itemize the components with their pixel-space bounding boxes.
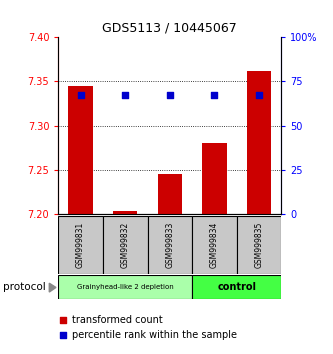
Point: [78, 92, 83, 98]
Point: [212, 92, 217, 98]
Text: transformed count: transformed count: [72, 315, 163, 325]
Text: Grainyhead-like 2 depletion: Grainyhead-like 2 depletion: [77, 284, 173, 290]
Point: [60, 332, 65, 337]
Bar: [158, 175, 182, 214]
FancyBboxPatch shape: [192, 275, 281, 299]
FancyBboxPatch shape: [148, 216, 192, 274]
Polygon shape: [49, 283, 56, 292]
Bar: [247, 71, 271, 214]
Bar: [113, 211, 138, 214]
Text: GSM999833: GSM999833: [165, 222, 174, 268]
Text: GSM999832: GSM999832: [121, 222, 130, 268]
FancyBboxPatch shape: [58, 216, 103, 274]
Title: GDS5113 / 10445067: GDS5113 / 10445067: [103, 22, 237, 35]
Text: percentile rank within the sample: percentile rank within the sample: [72, 330, 236, 339]
FancyBboxPatch shape: [192, 216, 237, 274]
FancyBboxPatch shape: [58, 275, 192, 299]
Point: [123, 92, 128, 98]
Bar: [68, 86, 93, 214]
Text: GSM999831: GSM999831: [76, 222, 85, 268]
FancyBboxPatch shape: [103, 216, 148, 274]
Text: GSM999834: GSM999834: [210, 222, 219, 268]
Text: control: control: [217, 282, 256, 292]
Point: [256, 92, 262, 98]
Bar: [202, 143, 227, 214]
FancyBboxPatch shape: [237, 216, 281, 274]
Point: [60, 318, 65, 323]
Text: GSM999835: GSM999835: [254, 222, 264, 268]
Point: [167, 92, 172, 98]
Text: protocol: protocol: [3, 282, 46, 292]
